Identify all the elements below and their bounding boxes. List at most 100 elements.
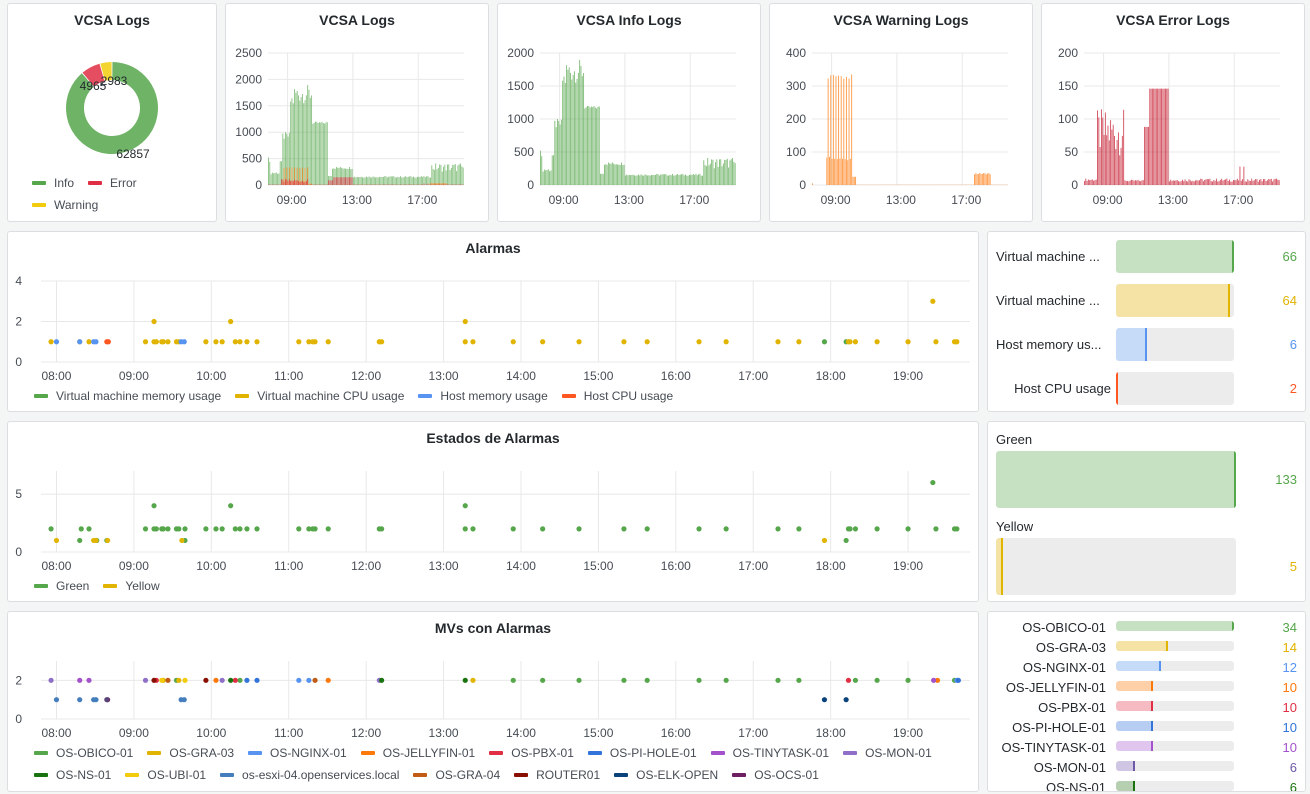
bar xyxy=(313,122,315,185)
data-point xyxy=(78,526,84,532)
bar xyxy=(541,156,543,185)
legend-swatch xyxy=(614,773,629,777)
bar xyxy=(638,174,639,185)
bar xyxy=(651,175,652,185)
legend-item[interactable]: OS-PBX-01 xyxy=(489,746,574,760)
bar xyxy=(301,94,303,185)
bar xyxy=(1116,140,1118,185)
legend-item[interactable]: OS-JELLYFIN-01 xyxy=(360,746,475,760)
bar xyxy=(1140,181,1142,185)
bar xyxy=(665,173,667,185)
legend-item[interactable]: OS-ELK-OPEN xyxy=(614,768,718,782)
data-point xyxy=(203,677,209,683)
legend-item[interactable]: OS-UBI-01 xyxy=(125,768,206,782)
bar xyxy=(390,176,392,185)
legend-item-info[interactable]: Info xyxy=(32,176,74,190)
bar xyxy=(462,167,464,185)
legend-item[interactable]: OS-NS-01 xyxy=(34,768,111,782)
bar xyxy=(1172,180,1174,185)
legend-label: OS-ELK-OPEN xyxy=(636,768,719,782)
legend-item[interactable]: Host memory usage xyxy=(418,389,548,403)
bar-gauge-edge xyxy=(1116,372,1118,405)
legend-item[interactable]: os-esxi-03.openservices.local xyxy=(34,790,213,791)
bar-gauge-row: OS-PBX-01 10 xyxy=(988,698,1305,716)
bar xyxy=(1201,179,1203,185)
bar-gauge-value: 6 xyxy=(1289,337,1297,352)
legend-item[interactable]: OS-MON-01 xyxy=(843,746,932,760)
legend-item[interactable]: OS-OBICO-01 xyxy=(34,746,133,760)
panel-estados-alarmas: Estados de Alarmas 0 5 08:00 09:00 10:00 11:0… xyxy=(7,421,979,602)
legend-item[interactable]: ROUTER01 xyxy=(514,768,600,782)
bar xyxy=(601,173,603,185)
panel-title: VCSA Info Logs xyxy=(576,12,682,28)
bar xyxy=(580,65,582,185)
legend-item[interactable]: Green xyxy=(34,579,89,593)
panel-estados-bar-gauge: Green 133 Yellow 5 xyxy=(987,421,1306,602)
bar xyxy=(674,175,676,185)
bar xyxy=(1145,126,1147,185)
bar xyxy=(296,167,298,185)
data-point xyxy=(182,677,188,683)
x-tick-label: 17:00 xyxy=(738,369,768,383)
bar-gauge-track xyxy=(1116,721,1234,731)
y-tick-label: 0 xyxy=(255,178,262,192)
data-point xyxy=(821,339,828,345)
legend-item[interactable]: Virtual machine memory usage xyxy=(34,389,221,403)
bar xyxy=(275,172,277,185)
bar xyxy=(449,170,451,185)
bar xyxy=(685,174,686,185)
data-point xyxy=(933,339,939,345)
bar xyxy=(435,163,437,185)
legend-item[interactable]: OS-GRA-04 xyxy=(413,768,500,782)
bar xyxy=(334,177,336,185)
bar xyxy=(1148,126,1149,185)
data-point xyxy=(237,339,243,345)
bar-gauge-track xyxy=(996,451,1236,508)
bar xyxy=(1236,178,1238,185)
bar xyxy=(1125,181,1127,185)
data-point xyxy=(213,677,219,683)
bar xyxy=(287,136,289,185)
legend-item[interactable]: OS-NGINX-01 xyxy=(248,746,347,760)
bar xyxy=(1273,179,1275,185)
data-point xyxy=(203,526,209,532)
legend-swatch xyxy=(88,181,103,185)
data-point xyxy=(696,339,702,345)
data-point xyxy=(847,526,853,532)
x-tick-label: 09:00 xyxy=(119,559,149,573)
legend-item[interactable]: os-esxi-04.openservices.local xyxy=(220,768,399,782)
bar xyxy=(852,176,854,185)
legend-label: os-esxi-04.openservices.local xyxy=(242,768,400,782)
bar xyxy=(335,167,337,185)
bar xyxy=(433,169,435,185)
bar xyxy=(1209,178,1211,185)
bar xyxy=(640,174,642,185)
bar xyxy=(614,164,616,185)
bar-gauge-row: OS-JELLYFIN-01 10 xyxy=(988,678,1305,696)
bar xyxy=(647,175,649,185)
legend-item[interactable]: Yellow xyxy=(103,579,160,593)
bar xyxy=(1121,135,1123,185)
legend-item-warning[interactable]: Warning xyxy=(32,198,202,212)
bar xyxy=(734,163,736,185)
bar xyxy=(290,181,292,185)
legend-item-error[interactable]: Error xyxy=(88,176,137,190)
panel-vcsa-logs-pie: VCSA Logs 62857 4965 2983 Info Error Warni… xyxy=(7,3,217,222)
bar-gauge-label: OS-JELLYFIN-01 xyxy=(1005,680,1106,695)
legend-item[interactable]: Virtual machine CPU usage xyxy=(235,389,404,403)
legend-label: Error xyxy=(110,176,137,190)
bar-gauge-label: OS-NGINX-01 xyxy=(1022,660,1106,675)
legend-item[interactable]: Host CPU usage xyxy=(561,389,673,403)
bar xyxy=(1240,180,1242,185)
bar xyxy=(399,176,401,185)
bar xyxy=(1238,180,1240,185)
bar xyxy=(375,177,377,185)
bar-gauge-track xyxy=(1116,781,1234,791)
legend-item[interactable]: OS-TINYTASK-01 xyxy=(710,746,829,760)
data-point xyxy=(843,697,849,703)
legend-item[interactable]: OS-PI-HOLE-01 xyxy=(587,746,697,760)
legend-item[interactable]: OS-OCS-01 xyxy=(732,768,819,782)
bar xyxy=(433,183,435,185)
legend-item[interactable]: OS-GRA-03 xyxy=(147,746,234,760)
